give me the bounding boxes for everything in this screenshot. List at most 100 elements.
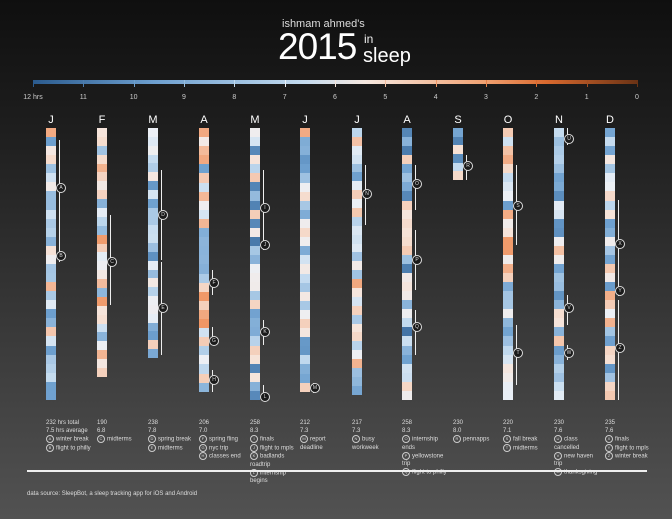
day-cell [605, 282, 615, 292]
day-cell [97, 154, 107, 164]
event-label: fall break [513, 436, 538, 443]
day-cell [605, 263, 615, 273]
day-cell [554, 354, 564, 364]
day-cell [554, 155, 564, 165]
day-cell [250, 309, 260, 319]
day-cell [453, 128, 463, 137]
day-cell [300, 209, 310, 219]
day-cell [605, 200, 615, 210]
day-cell [97, 296, 107, 306]
day-cell [503, 245, 513, 255]
day-cell [503, 291, 513, 301]
day-cell [352, 314, 362, 324]
day-cell [554, 309, 564, 319]
day-cell [46, 263, 56, 273]
day-cell [300, 264, 310, 274]
event-label: midterms [158, 445, 183, 452]
day-cell [503, 263, 513, 273]
day-cell [97, 181, 107, 191]
day-cell [148, 154, 158, 164]
day-cell [46, 155, 56, 165]
day-cell [605, 390, 615, 400]
day-cell [554, 218, 564, 228]
day-cell [554, 182, 564, 192]
legend-tick-label: 5 [383, 94, 388, 101]
day-cell [554, 128, 564, 138]
legend-tick-label: 8 [232, 94, 237, 101]
day-cell [250, 282, 260, 292]
day-cell [148, 207, 158, 217]
day-cell [300, 373, 310, 383]
day-cell [300, 337, 310, 347]
day-cell [554, 327, 564, 337]
day-cell [250, 345, 260, 355]
event-label: class cancelled [554, 436, 580, 451]
month-label: S [454, 114, 462, 126]
legend-tick-label: 4 [433, 94, 438, 101]
legend-tick-label: 9 [182, 94, 186, 101]
day-cell [352, 296, 362, 306]
event-marker: P [412, 255, 422, 265]
day-cell [250, 390, 260, 400]
event-label: midterms [513, 445, 538, 452]
day-cell [148, 251, 158, 261]
title-year: 2015 [278, 26, 357, 67]
day-cell [199, 273, 209, 283]
day-cell [605, 218, 615, 228]
legend-tick-mark [385, 80, 387, 87]
day-cell [554, 164, 564, 174]
month-total: 232 hrs total [46, 420, 80, 426]
day-cell [148, 234, 158, 243]
day-cell [605, 191, 615, 201]
day-cell [199, 318, 209, 329]
month-label: D [606, 114, 614, 126]
day-cell [402, 254, 412, 264]
legend-tick-mark [184, 80, 185, 87]
day-cell [199, 146, 209, 156]
day-cell [554, 318, 564, 328]
day-cell [148, 198, 158, 208]
day-cell [352, 341, 362, 351]
day-cell [605, 345, 615, 355]
day-cell [250, 182, 260, 192]
legend-tick-label: 11 [79, 94, 87, 101]
day-cell [148, 225, 158, 235]
day-cell [97, 136, 107, 146]
month-column [97, 128, 107, 377]
event-label: internship ends [402, 436, 439, 451]
day-cell [148, 216, 158, 226]
day-cell [148, 172, 158, 182]
month-total: 258 [250, 420, 261, 426]
day-cell [402, 282, 412, 292]
title-sleep: sleep [363, 45, 411, 67]
legend-tick-mark [335, 80, 336, 87]
day-cell [554, 254, 564, 264]
day-cell [300, 318, 310, 329]
day-cell [503, 309, 513, 319]
day-cell [199, 328, 209, 338]
day-cell [148, 181, 158, 190]
event-marker: M [310, 383, 320, 393]
day-cell [148, 189, 158, 199]
day-cell [46, 282, 56, 292]
day-cell [250, 381, 260, 391]
legend-tick-label: 12 hrs [23, 94, 43, 101]
day-cell [46, 173, 56, 183]
day-cell [148, 313, 158, 323]
month-column [605, 128, 615, 400]
day-cell [300, 255, 310, 265]
day-cell [554, 191, 564, 201]
day-cell [97, 243, 107, 253]
day-cell [148, 296, 158, 305]
legend-tick-mark [486, 80, 487, 87]
event-label: pennapps [463, 436, 490, 443]
